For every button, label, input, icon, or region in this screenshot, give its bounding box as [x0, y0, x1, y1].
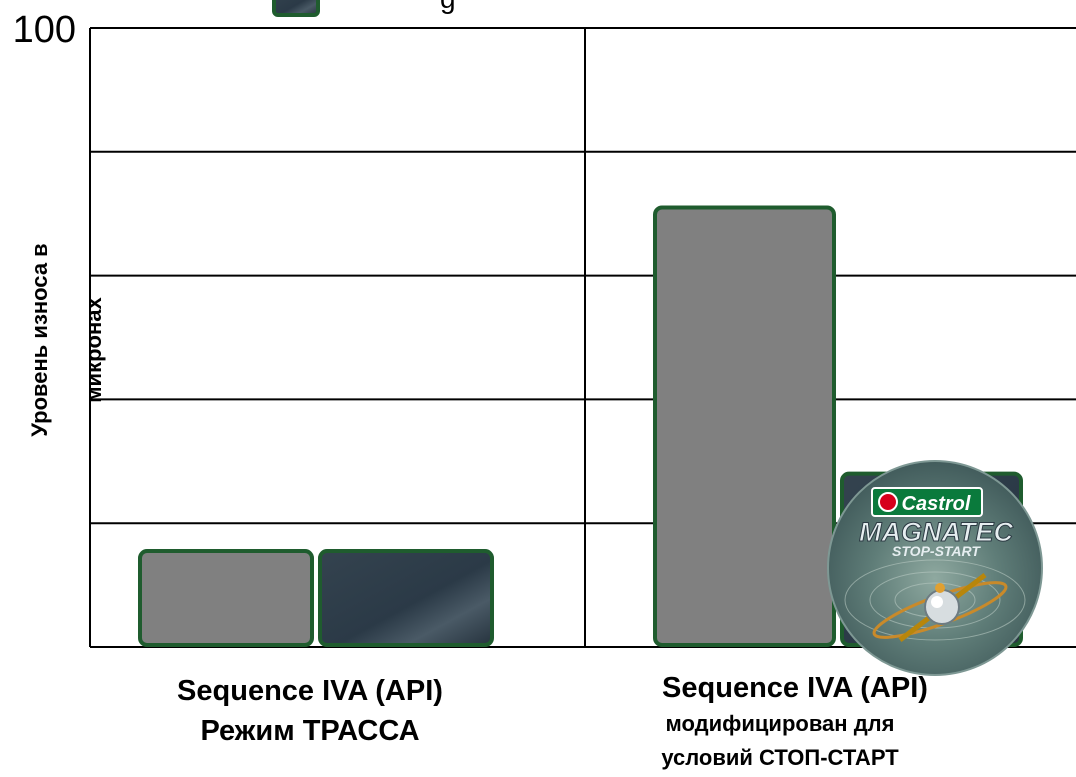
castrol-magnatec-logo: Castrol MAGNATEC STOP-START: [827, 460, 1043, 676]
bar-series-2-category-1: [318, 549, 494, 647]
category-labels: Sequence IVA (API) Режим ТРАССА Sequence…: [177, 672, 928, 770]
logo-brand: Castrol: [902, 493, 971, 515]
category-1-line-2: Режим ТРАССА: [200, 715, 419, 747]
category-2-line-1: Sequence IVA (API): [662, 672, 928, 704]
legend-text-fragment: g: [440, 0, 456, 14]
legend-swatch: [272, 0, 320, 17]
y-axis-title-line-1: Уровень износа в: [27, 243, 52, 436]
y-tick-label-max: 100: [13, 9, 76, 51]
category-2-line-3: условий СТОП-СТАРТ: [661, 745, 899, 770]
category-1-line-1: Sequence IVA (API): [177, 675, 443, 707]
legend: g: [272, 0, 456, 17]
gridlines: [90, 27, 1076, 525]
category-2-line-2: модифицирован для: [666, 711, 895, 736]
bar-series-1-category-2: [653, 205, 836, 647]
y-axis-title-line-2: микронах: [81, 297, 106, 403]
logo-tagline: STOP-START: [892, 543, 981, 559]
atom-emblem-icon: [872, 573, 1008, 642]
logo-product: MAGNATEC: [859, 517, 1013, 547]
bar-series-1-category-1: [138, 549, 314, 647]
